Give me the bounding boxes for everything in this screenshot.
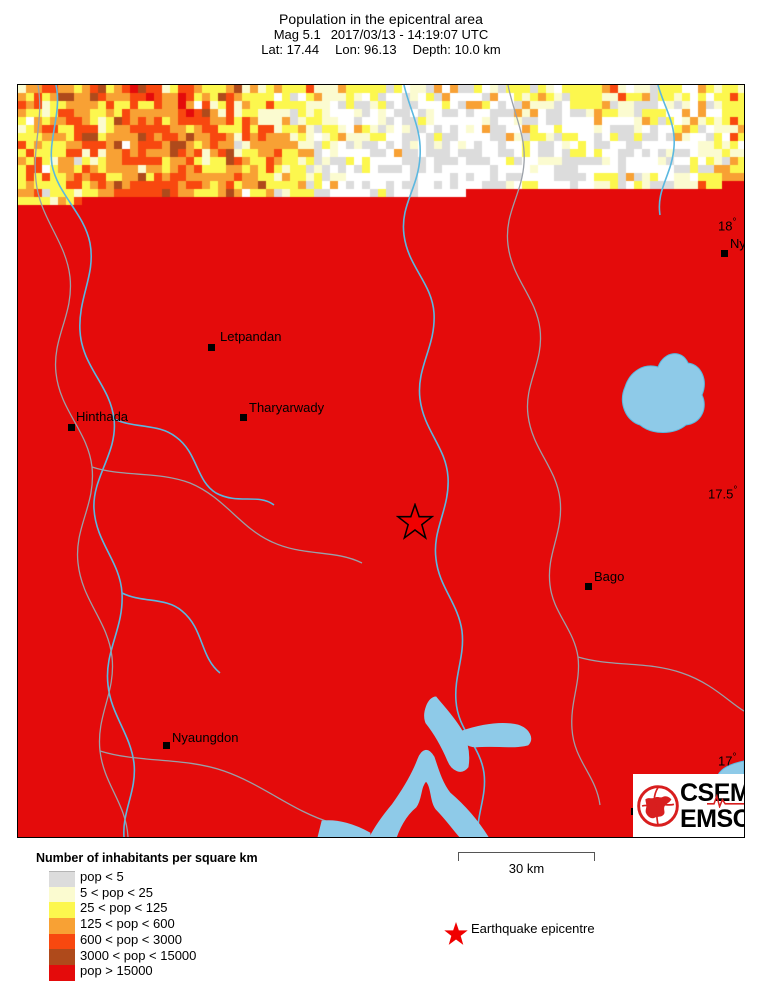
legend-label-pop-125-600: 125 < pop < 600 — [80, 916, 175, 932]
city-marker-hinthada[interactable] — [68, 424, 75, 431]
scale-bar-line — [458, 852, 595, 861]
city-marker-letpandan[interactable] — [208, 344, 215, 351]
legend-row-pop-3000-15000 — [49, 949, 75, 966]
legend-label-pop-25-125: 25 < pop < 125 — [80, 900, 168, 916]
city-marker-bago[interactable] — [585, 583, 592, 590]
event-depth: Depth: 10.0 km — [412, 42, 501, 57]
legend-row-pop-600-3000 — [49, 933, 75, 950]
legend-row-pop-lt-5 — [49, 870, 75, 888]
city-marker-nyaunglebin[interactable] — [721, 250, 728, 257]
legend-label-pop-lt-5: pop < 5 — [80, 869, 124, 884]
legend-title: Number of inhabitants per square km — [36, 851, 258, 865]
legend-label-pop-3000-15000: 3000 < pop < 15000 — [80, 947, 197, 963]
page-title: Population in the epicentral area — [278, 11, 484, 27]
epicentre-legend-star-icon — [444, 922, 468, 945]
city-label-nyaungdon: Nyaungdon — [172, 730, 239, 745]
epicentre-legend-entry: Earthquake epicentre — [443, 921, 595, 945]
legend-swatch-pop-3000-15000 — [49, 949, 75, 966]
logo-line-csem: CSEM — [680, 779, 745, 807]
epicentre-legend-label: Earthquake epicentre — [471, 921, 595, 936]
event-magnitude-time: Mag 5.1 2017/03/13 - 14:19:07 UTC — [0, 27, 762, 42]
map-vector-overlay — [34, 85, 744, 837]
logo-wordmark: CSEM EMSC — [680, 779, 745, 833]
legend-swatch-pop-gt-15000 — [49, 965, 75, 981]
city-label-nyaunglebin: Nyaunglebin — [730, 236, 745, 251]
city-label-tharyarwady: Tharyarwady — [249, 400, 325, 415]
event-magnitude: Mag 5.1 — [273, 27, 321, 42]
legend-row-pop-25-125 — [49, 902, 75, 919]
city-label-hinthada: Hinthada — [76, 409, 129, 424]
logo-line-emsc: EMSC — [680, 805, 745, 833]
legend-row-pop-gt-15000 — [49, 965, 75, 981]
legend-label-pop-gt-15000: pop > 15000 — [80, 963, 153, 979]
event-longitude: Lon: 96.13 — [335, 42, 397, 57]
legend-swatch-pop-25-125 — [49, 902, 75, 919]
river-network — [50, 85, 675, 837]
lake-waterbody — [621, 353, 705, 433]
seismograph-wave-icon — [707, 794, 744, 808]
legend-label-pop-5-25: 5 < pop < 25 — [80, 884, 154, 900]
city-marker-nyaungdon[interactable] — [163, 742, 170, 749]
earthquake-epicentre-star[interactable] — [396, 503, 434, 541]
road-and-boundary-network — [34, 85, 744, 837]
event-datetime: 2017/03/13 - 14:19:07 UTC — [330, 27, 489, 42]
globe-icon — [637, 785, 679, 827]
legend-swatch-pop-5-25 — [49, 886, 75, 903]
legend-swatch-pop-600-3000 — [49, 933, 75, 950]
page-title-block: Population in the epicentral area Mag 5.… — [0, 11, 762, 58]
legend-label-pop-600-3000: 600 < pop < 3000 — [80, 931, 182, 947]
scale-bar-label: 30 km — [508, 861, 545, 876]
event-latitude: Lat: 17.44 — [261, 42, 320, 57]
city-marker-tharyarwady[interactable] — [240, 414, 247, 421]
river-delta-waterbody — [317, 696, 532, 837]
legend-swatch-pop-lt-5 — [49, 870, 75, 888]
scale-bar: 30 km — [458, 852, 595, 882]
population-density-map[interactable]: 18°17.5°17°95.5°96.5° HinthadaLetpandanT… — [17, 84, 745, 838]
legend-row-pop-5-25 — [49, 886, 75, 903]
csem-emsc-logo: CSEM EMSC — [633, 774, 745, 837]
population-legend — [49, 870, 75, 981]
legend-swatch-pop-125-600 — [49, 918, 75, 934]
city-label-letpandan: Letpandan — [220, 329, 282, 344]
city-label-bago: Bago — [594, 569, 625, 584]
legend-row-pop-125-600 — [49, 918, 75, 934]
population-raster-layer — [18, 85, 744, 837]
event-location-depth: Lat: 17.44 Lon: 96.13 Depth: 10.0 km — [0, 42, 762, 57]
